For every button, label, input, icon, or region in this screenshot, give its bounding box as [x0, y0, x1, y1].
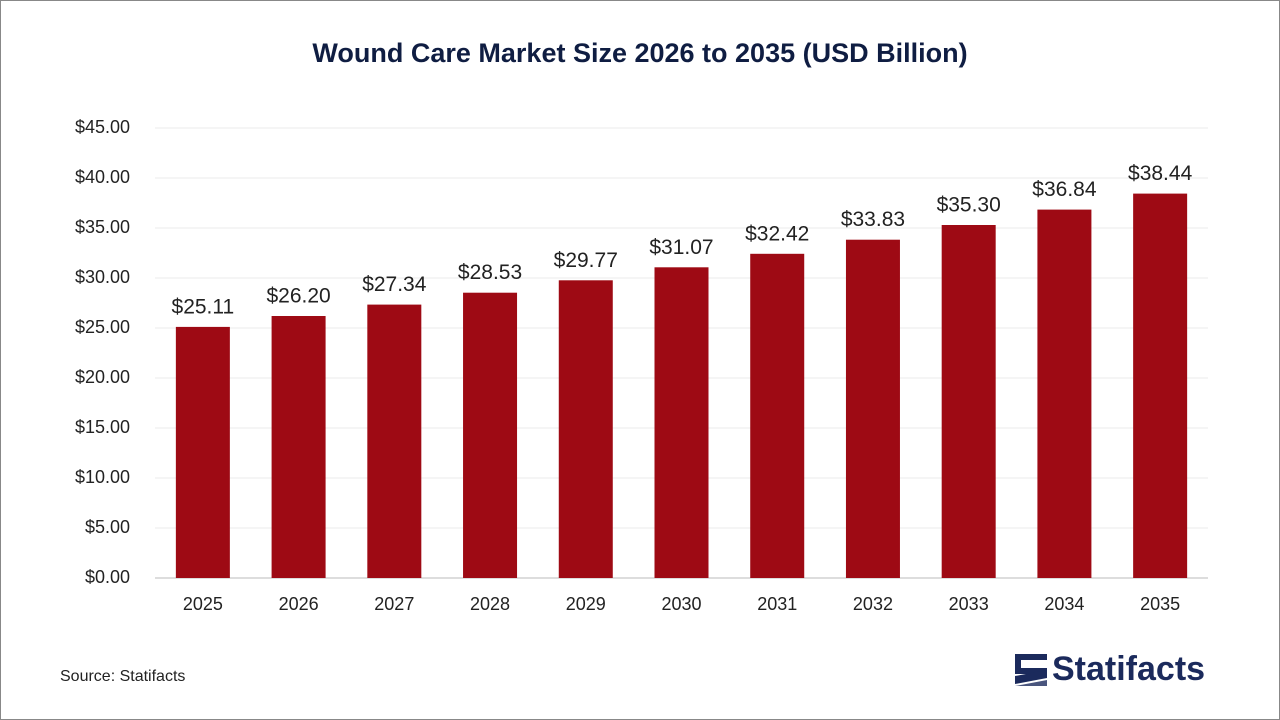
x-tick-label: 2034 — [1044, 594, 1084, 614]
y-tick-label: $10.00 — [75, 467, 130, 487]
x-tick-label: 2030 — [661, 594, 701, 614]
value-label: $32.42 — [745, 222, 809, 245]
bar — [1037, 209, 1092, 578]
value-label: $26.20 — [266, 285, 330, 308]
logo-text: Statifacts — [1052, 650, 1205, 688]
bar — [1133, 193, 1188, 578]
value-label: $33.83 — [841, 208, 905, 231]
value-label: $36.84 — [1032, 178, 1097, 201]
bar — [271, 316, 326, 578]
value-label: $28.53 — [458, 261, 522, 284]
y-tick-label: $15.00 — [75, 417, 130, 437]
bar — [558, 280, 613, 578]
x-tick-label: 2031 — [757, 594, 797, 614]
bar — [941, 225, 996, 578]
x-tick-label: 2029 — [566, 594, 606, 614]
x-tick-label: 2028 — [470, 594, 510, 614]
x-tick-label: 2032 — [853, 594, 893, 614]
x-tick-label: 2025 — [183, 594, 223, 614]
bar — [175, 326, 230, 578]
value-label: $35.30 — [937, 194, 1001, 217]
bar — [750, 253, 805, 579]
value-label: $25.11 — [172, 295, 235, 318]
source: Source: Statifacts — [60, 668, 185, 685]
x-tick-label: 2033 — [949, 594, 989, 614]
x-tick-label: 2026 — [279, 594, 319, 614]
x-tick-label: 2027 — [374, 594, 414, 614]
bar — [367, 304, 422, 578]
y-tick-label: $20.00 — [75, 367, 130, 387]
chart-title: Wound Care Market Size 2026 to 2035 (USD… — [312, 38, 967, 68]
value-label: $27.34 — [362, 273, 427, 296]
logo-icon — [1015, 654, 1047, 686]
value-label: $29.77 — [554, 249, 618, 272]
bar — [845, 239, 900, 578]
y-tick-label: $30.00 — [75, 267, 130, 287]
y-tick-label: $40.00 — [75, 167, 130, 187]
y-tick-label: $25.00 — [75, 317, 130, 337]
bar — [463, 292, 518, 578]
y-tick-label: $35.00 — [75, 217, 130, 237]
y-tick-label: $0.00 — [85, 567, 130, 587]
x-tick-label: 2035 — [1140, 594, 1180, 614]
y-tick-label: $45.00 — [75, 117, 130, 137]
bar — [654, 267, 709, 578]
value-label: $38.44 — [1128, 162, 1193, 185]
value-label: $31.07 — [649, 236, 713, 259]
y-tick-label: $5.00 — [85, 517, 130, 537]
